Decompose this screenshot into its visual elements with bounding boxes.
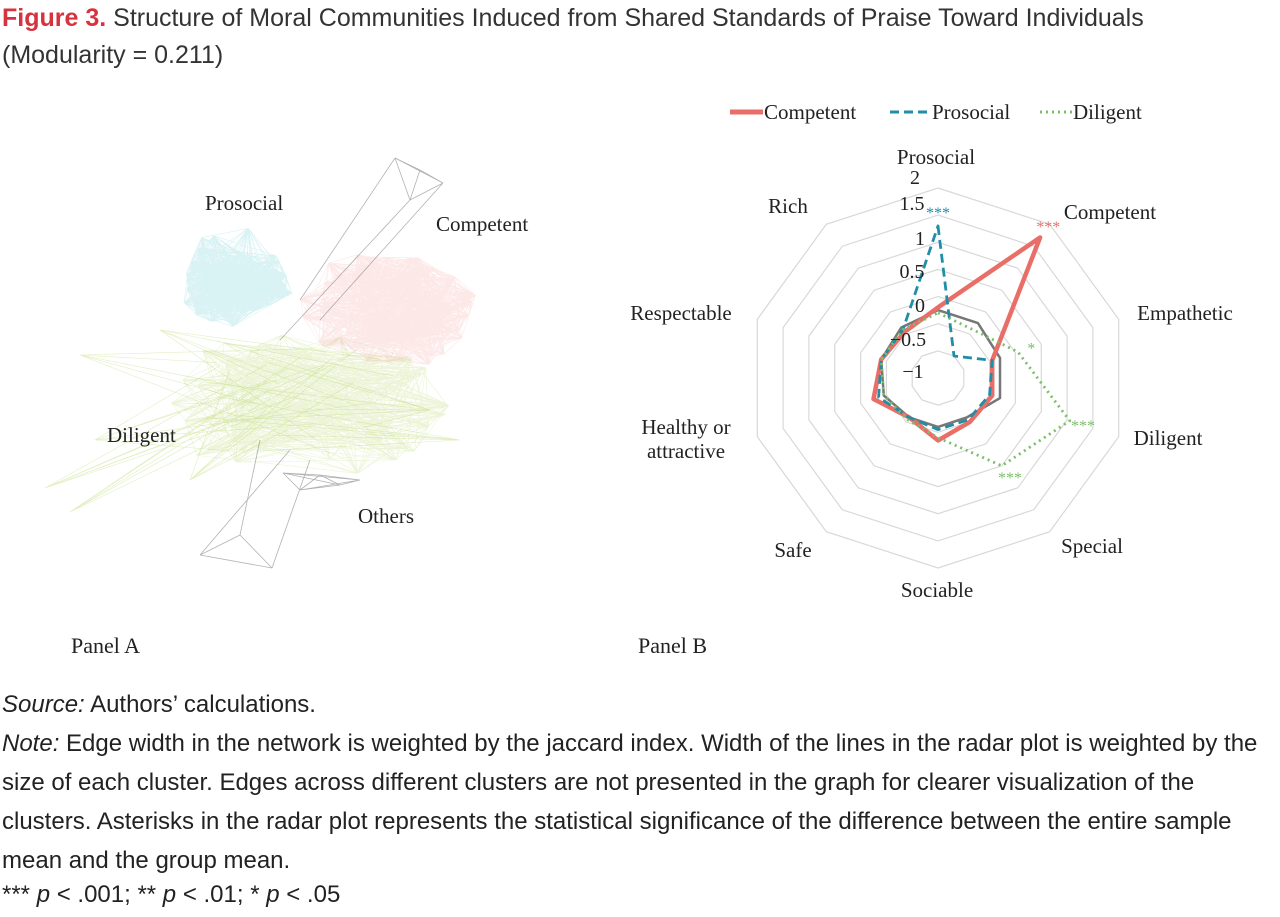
network-edges-diligent xyxy=(171,335,449,474)
network-graph: Prosocial Competent Diligent Others xyxy=(44,157,528,569)
source-label: Source: xyxy=(2,691,85,718)
network-edges-prosocial xyxy=(183,228,293,327)
figure-title-text: Structure of Moral Communities Induced f… xyxy=(2,4,1144,69)
sig-legend-part: < .01; * xyxy=(176,881,267,908)
radar-grid-ring xyxy=(885,323,991,433)
radar-axis-label: Empathetic xyxy=(1137,301,1233,325)
radar-grid-ring xyxy=(911,350,965,406)
radar-axis-label: attractive xyxy=(647,439,725,463)
sig-legend-p: p xyxy=(36,881,51,908)
radar-series-diligent xyxy=(879,311,1072,468)
panel-a-label: Panel A xyxy=(71,633,141,658)
radar-significance-marker: *** xyxy=(1071,418,1095,435)
sig-legend-part: < .001; ** xyxy=(50,881,163,908)
radar-tick-label: 2 xyxy=(910,167,920,189)
network-edges-others xyxy=(199,157,444,569)
source-text: Authors’ calculations. xyxy=(84,691,316,718)
significance-legend: *** p < .001; ** p < .01; * p < .05 xyxy=(2,880,1280,910)
panel-b-label: Panel B xyxy=(638,633,708,658)
network-label-diligent: Diligent xyxy=(107,423,176,447)
radar-axis-label: Safe xyxy=(774,538,811,562)
radar-grid-ring xyxy=(782,214,1094,542)
network-edges-diligent-outliers xyxy=(44,329,461,513)
radar-tick-label: 0.5 xyxy=(900,261,925,283)
radar-significance-marker: *** xyxy=(998,470,1022,487)
network-label-prosocial: Prosocial xyxy=(205,191,283,215)
radar-significance-marker: * xyxy=(1027,341,1035,358)
sig-legend-part: < .05 xyxy=(279,881,341,908)
radar-axis-label: Special xyxy=(1061,534,1123,558)
legend-label-competent: Competent xyxy=(764,100,856,124)
source-line: Source: Authors’ calculations. xyxy=(2,685,1280,724)
network-label-others: Others xyxy=(358,504,414,528)
radar-series-prosocial xyxy=(877,224,994,432)
radar-grid-ring xyxy=(808,241,1068,515)
radar-significance-marker: *** xyxy=(1036,219,1060,236)
note-paragraph: Note: Edge width in the network is weigh… xyxy=(2,724,1280,880)
note-text: Edge width in the network is weighted by… xyxy=(2,730,1258,874)
legend-label-diligent: Diligent xyxy=(1073,100,1142,124)
radar-legend: Competent Prosocial Diligent xyxy=(730,100,1142,124)
radar-axis-label: Respectable xyxy=(630,301,731,325)
figure-title: Figure 3. Structure of Moral Communities… xyxy=(2,0,1272,74)
radar-significance-marker: *** xyxy=(926,205,950,222)
sig-legend-p: p xyxy=(162,881,177,908)
radar-chart: Competent Prosocial Diligent 2 1.5 1 0.5 0 −0… xyxy=(630,100,1233,602)
radar-axis-label: Sociable xyxy=(901,578,973,602)
radar-grid-ring xyxy=(756,187,1120,569)
radar-axis-label: Competent xyxy=(1064,200,1156,224)
legend-label-prosocial: Prosocial xyxy=(932,100,1010,124)
sig-legend-p: p xyxy=(266,881,280,908)
radar-tick-label: 1.5 xyxy=(900,193,925,215)
radar-grid-ring xyxy=(834,268,1042,488)
note-label: Note: xyxy=(2,730,60,757)
figure-label: Figure 3. xyxy=(2,4,107,32)
radar-tick-label: −1 xyxy=(902,361,923,383)
radar-axis-label: Diligent xyxy=(1134,426,1203,450)
sig-legend-part: *** xyxy=(2,881,37,908)
network-edges-competent xyxy=(300,254,476,365)
radar-grid-ring xyxy=(860,295,1016,461)
radar-axis-label: Rich xyxy=(768,194,808,218)
radar-tick-label: −0.5 xyxy=(890,329,926,351)
network-label-competent: Competent xyxy=(436,212,528,236)
radar-axis-label: Prosocial xyxy=(897,145,975,169)
radar-tick-label: 1 xyxy=(915,228,925,250)
radar-axis-label: Healthy or xyxy=(641,415,730,439)
radar-tick-label: 0 xyxy=(915,295,925,317)
